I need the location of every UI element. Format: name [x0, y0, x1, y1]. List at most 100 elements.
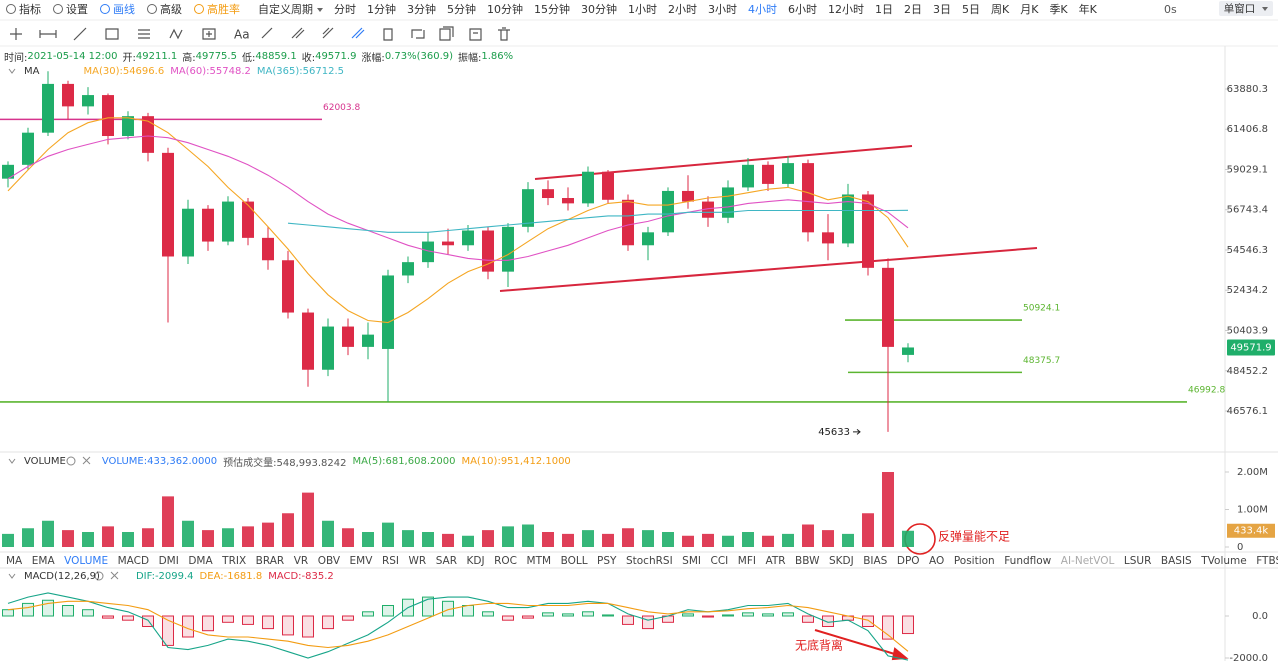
- indicator-tab[interactable]: MFI: [737, 554, 756, 567]
- period-button[interactable]: 分时: [334, 3, 356, 16]
- indicator-tab[interactable]: RSI: [381, 554, 399, 567]
- window-label: 单窗口: [1223, 3, 1256, 15]
- tool-measure[interactable]: [202, 28, 216, 40]
- settings-icon[interactable]: [66, 456, 76, 466]
- tool-eye[interactable]: [411, 29, 425, 39]
- period-button[interactable]: 2小时: [668, 3, 697, 16]
- indicator-tab[interactable]: SMI: [682, 554, 701, 567]
- indicator-tab[interactable]: TRIX: [222, 554, 247, 567]
- indicator-tab[interactable]: DPO: [896, 554, 920, 567]
- toolbar-button[interactable]: 指标: [6, 1, 41, 17]
- toolbar-button[interactable]: 设置: [53, 1, 88, 17]
- indicator-tab[interactable]: MACD: [117, 554, 150, 567]
- candle-body: [162, 152, 174, 257]
- tool-pencil[interactable]: [261, 27, 273, 39]
- tool-segment[interactable]: [39, 30, 57, 38]
- toolbar-button[interactable]: 高胜率: [194, 1, 240, 17]
- indicator-tab[interactable]: MTM: [526, 554, 552, 567]
- tool-delete[interactable]: [498, 27, 510, 41]
- period-button[interactable]: 5日: [962, 3, 980, 16]
- tool-brush[interactable]: [291, 27, 305, 39]
- indicator-tab[interactable]: MA: [6, 554, 23, 567]
- tool-copy[interactable]: [439, 26, 454, 41]
- macd-bar: [682, 613, 694, 617]
- candle-body: [882, 267, 894, 347]
- indicator-tab[interactable]: BIAS: [863, 554, 888, 567]
- macd-annotation: 无底背离: [795, 638, 843, 653]
- indicator-tab[interactable]: BBW: [795, 554, 820, 567]
- indicator-tab[interactable]: OBV: [317, 554, 341, 567]
- indicator-tab[interactable]: ATR: [765, 554, 786, 567]
- tool-rect[interactable]: [105, 28, 119, 40]
- period-button[interactable]: 季K: [1049, 3, 1068, 16]
- close-icon[interactable]: [110, 571, 119, 580]
- indicator-tab[interactable]: VOLUME: [64, 554, 109, 567]
- indicator-tab[interactable]: CCI: [710, 554, 729, 567]
- indicator-tab[interactable]: StochRSI: [625, 554, 673, 567]
- indicator-tab[interactable]: SKDJ: [828, 554, 854, 567]
- macd-bar: [642, 615, 654, 630]
- period-button[interactable]: 月K: [1020, 3, 1039, 16]
- indicator-tab[interactable]: AO: [929, 554, 945, 567]
- header-item: VOLUME:433,362.0000: [101, 455, 218, 467]
- close-icon[interactable]: [82, 456, 91, 465]
- period-button[interactable]: 年K: [1078, 3, 1097, 16]
- collapse-icon[interactable]: [8, 68, 16, 74]
- indicator-tab[interactable]: EMA: [31, 554, 55, 567]
- collapse-icon[interactable]: [8, 573, 16, 579]
- period-button[interactable]: 2日: [904, 3, 922, 16]
- tool-lock[interactable]: [383, 28, 393, 41]
- indicator-tab[interactable]: TVolume: [1201, 554, 1247, 567]
- period-button[interactable]: 4小时: [748, 3, 777, 16]
- indicator-tab[interactable]: PSY: [597, 554, 617, 567]
- period-button[interactable]: 3小时: [708, 3, 737, 16]
- settings-icon[interactable]: [94, 571, 104, 581]
- tool-magnet[interactable]: [351, 27, 365, 39]
- indicator-tab[interactable]: BASIS: [1160, 554, 1192, 567]
- tool-crosshair[interactable]: [10, 28, 22, 40]
- indicator-tab[interactable]: DMI: [158, 554, 179, 567]
- tool-highlight[interactable]: [322, 27, 334, 39]
- period-button[interactable]: 3分钟: [407, 3, 436, 16]
- indicator-tab[interactable]: LSUR: [1123, 554, 1152, 567]
- indicator-tab[interactable]: Position: [953, 554, 995, 567]
- period-button[interactable]: 30分钟: [581, 3, 617, 16]
- indicator-tab[interactable]: BRAR: [255, 554, 285, 567]
- period-button[interactable]: 1日: [875, 3, 893, 16]
- tool-text[interactable]: Aa: [234, 28, 250, 42]
- period-button[interactable]: 自定义周期: [258, 1, 323, 17]
- tool-wave[interactable]: [169, 28, 183, 40]
- indicator-tab[interactable]: SAR: [435, 554, 458, 567]
- period-button[interactable]: 12小时: [828, 3, 864, 16]
- y-tick-label: 54546.3: [1227, 245, 1268, 256]
- indicator-tab[interactable]: Fundflow: [1004, 554, 1052, 567]
- indicator-tab[interactable]: VR: [293, 554, 309, 567]
- volume-bar: [362, 532, 374, 547]
- indicator-tab[interactable]: ROC: [494, 554, 518, 567]
- volume-bar: [522, 524, 534, 547]
- header-item: MA(5):681,608.2000: [352, 455, 456, 467]
- window-select[interactable]: 单窗口: [1219, 1, 1273, 16]
- indicator-tab[interactable]: DMA: [188, 554, 213, 567]
- indicator-tab[interactable]: BOLL: [560, 554, 588, 567]
- indicator-tab[interactable]: FTBS: [1256, 554, 1278, 567]
- toolbar-button[interactable]: 高级: [147, 1, 182, 17]
- indicator-tab[interactable]: EMV: [349, 554, 373, 567]
- period-button[interactable]: 1小时: [628, 3, 657, 16]
- indicator-tab[interactable]: AI-NetVOL: [1060, 554, 1115, 567]
- tool-trend[interactable]: [73, 27, 87, 41]
- indicator-tab[interactable]: WR: [408, 554, 427, 567]
- period-button[interactable]: 1分钟: [367, 3, 396, 16]
- toolbar-button[interactable]: 画线: [100, 1, 135, 17]
- period-button[interactable]: 5分钟: [447, 3, 476, 16]
- tool-lines[interactable]: [138, 29, 150, 39]
- period-button[interactable]: 6小时: [788, 3, 817, 16]
- tool-layer[interactable]: [469, 28, 482, 41]
- period-button[interactable]: 周K: [991, 3, 1010, 16]
- period-button[interactable]: 15分钟: [534, 3, 570, 16]
- period-button[interactable]: 10分钟: [487, 3, 523, 16]
- indicator-tab[interactable]: KDJ: [466, 554, 485, 567]
- period-button[interactable]: 3日: [933, 3, 951, 16]
- volume-bar: [702, 533, 714, 547]
- collapse-icon[interactable]: [8, 458, 16, 464]
